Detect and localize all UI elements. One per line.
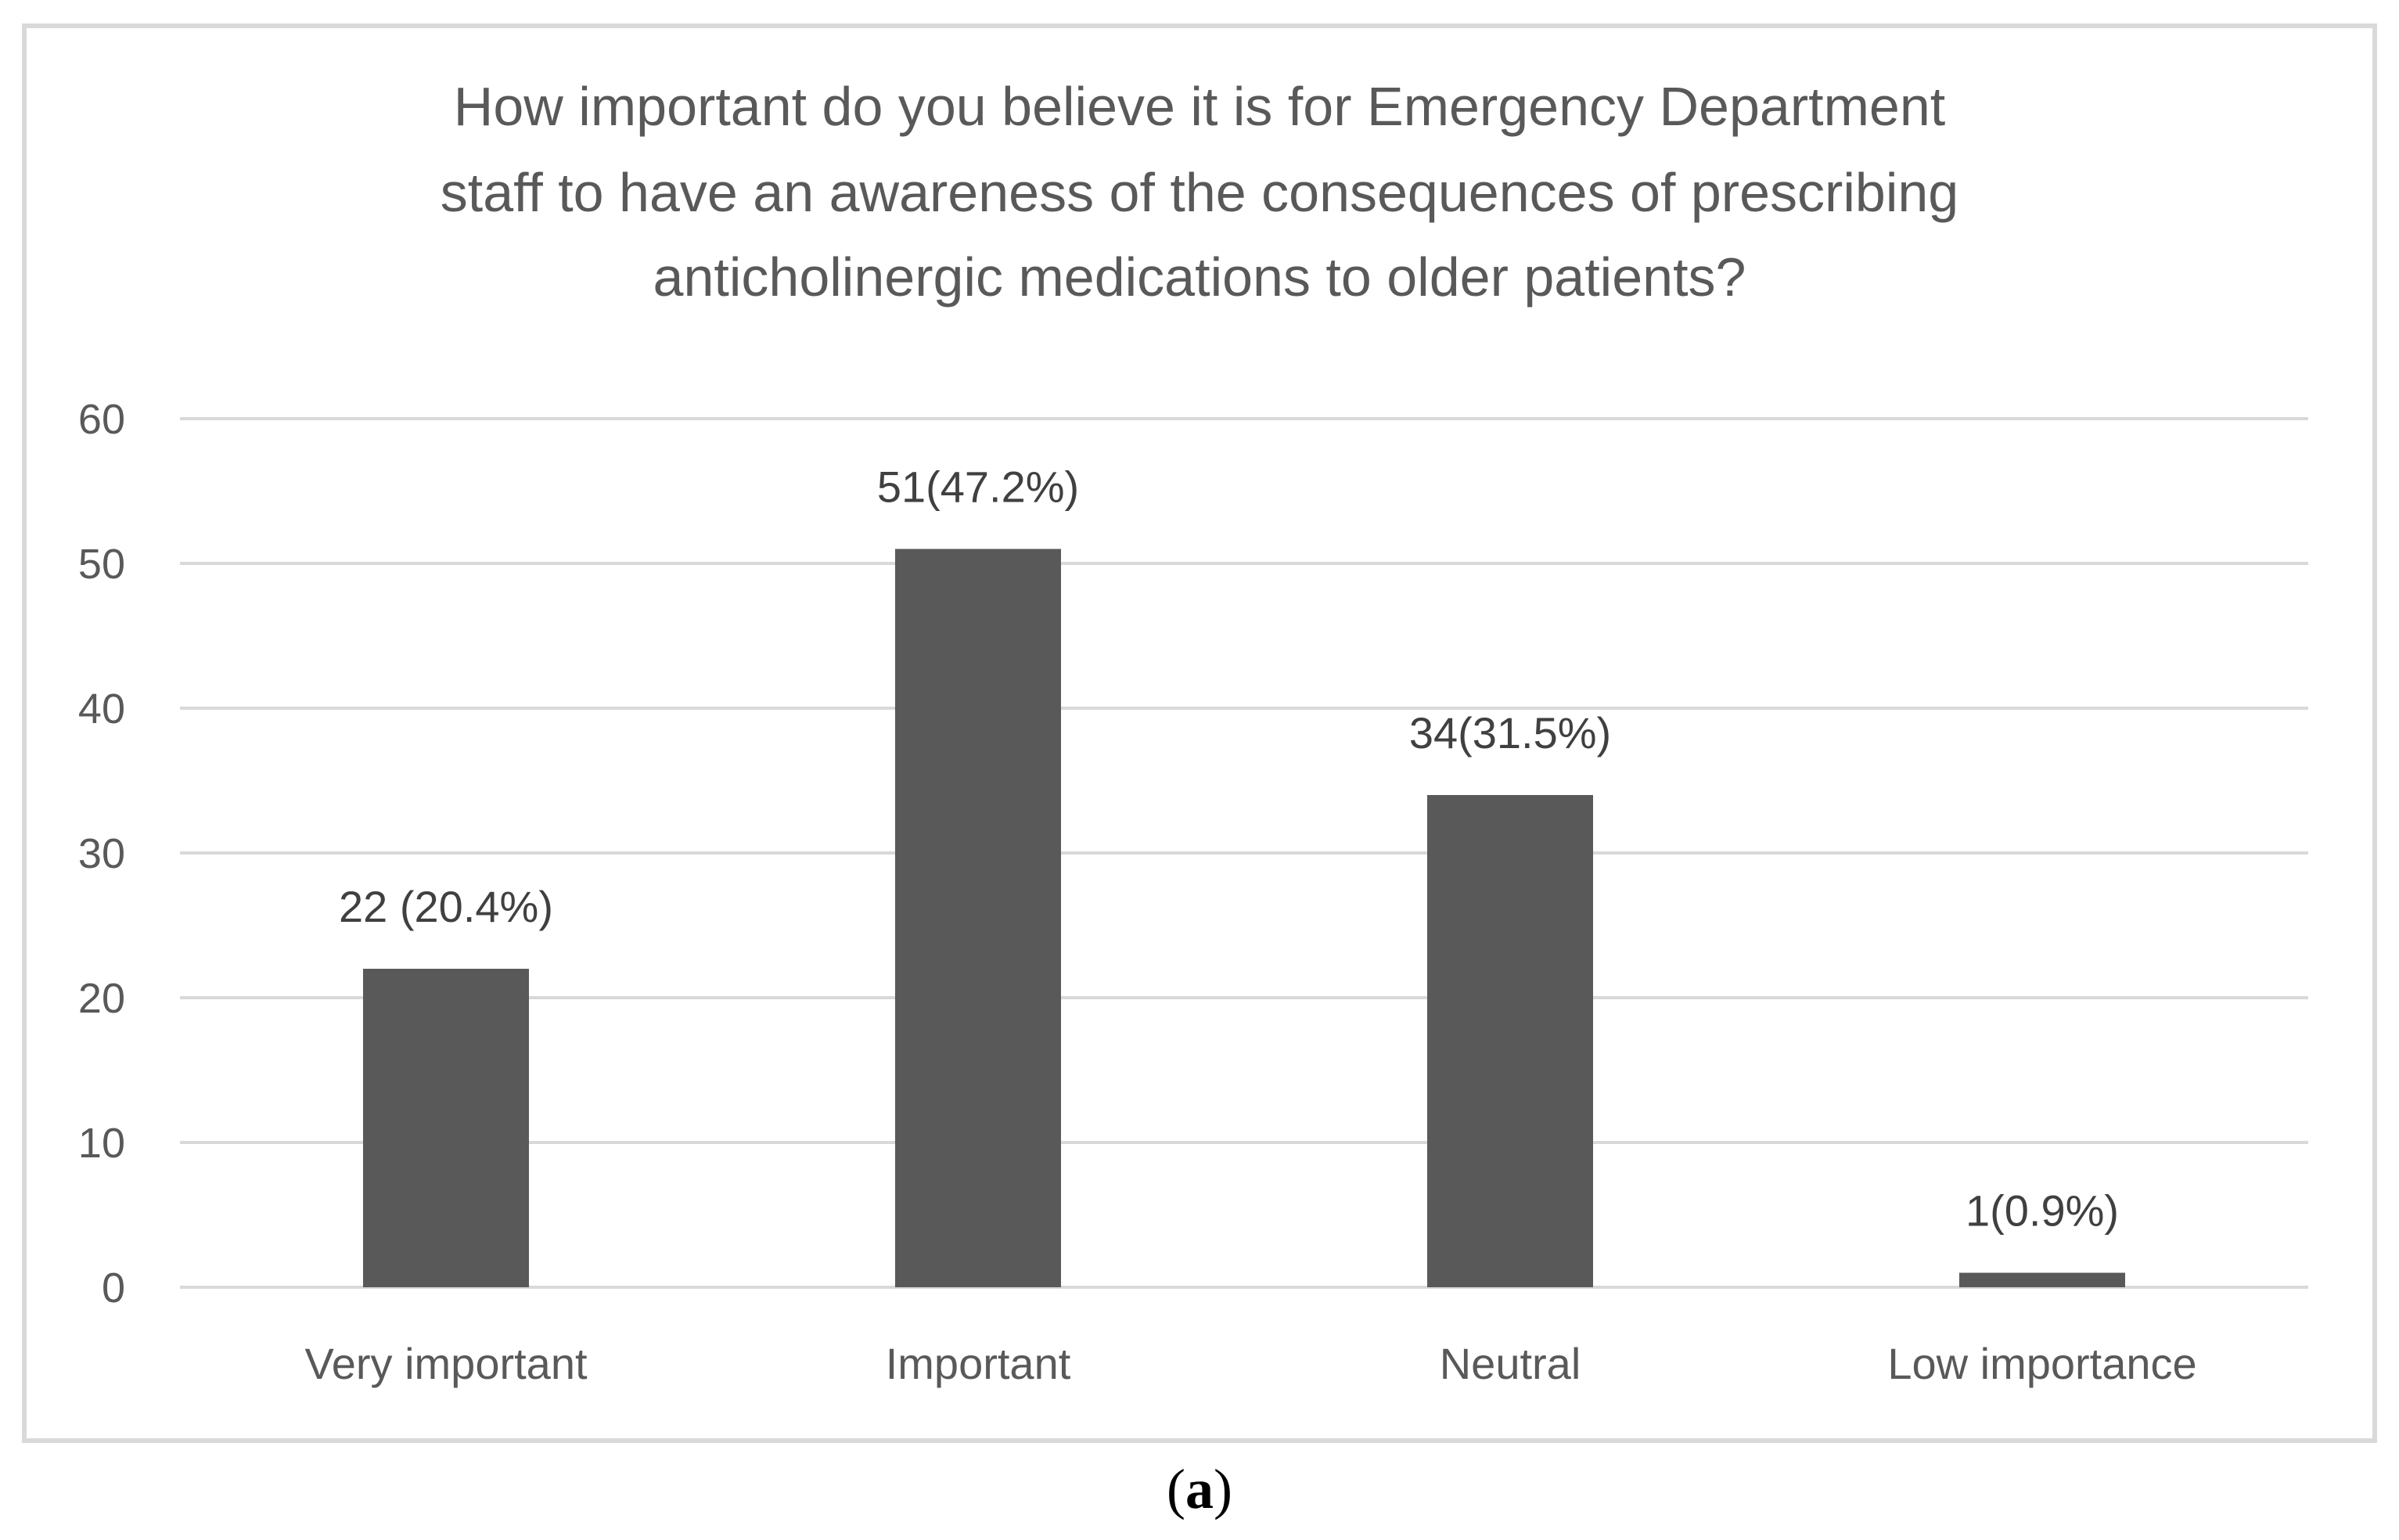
y-tick-label: 40 [78,685,125,732]
caption-letter: a [1185,1458,1214,1520]
chart-title: How important do you believe it is for E… [441,76,1958,308]
y-axis-ticks: 0 10 20 30 40 50 60 [78,396,125,1312]
chart-title-line: How important do you believe it is for E… [454,76,1945,137]
bar [1959,1272,2125,1287]
x-category-label: Very important [304,1339,587,1388]
data-labels: 22 (20.4%) 51(47.2%) 34(31.5%) 1(0.9%) [339,462,2119,1236]
bar [895,549,1061,1287]
x-axis-categories: Very important Important Neutral Low import… [304,1339,2196,1388]
data-label: 34(31.5%) [1409,708,1611,757]
data-label: 22 (20.4%) [339,882,553,931]
bars [363,549,2125,1287]
y-tick-label: 60 [78,396,125,443]
data-label: 1(0.9%) [1966,1186,2119,1236]
y-tick-label: 0 [102,1265,125,1312]
caption-close: ) [1214,1458,1232,1520]
gridlines [180,417,2308,1289]
x-category-label: Low importance [1887,1339,2196,1388]
chart-title-line: staff to have an awareness of the conseq… [441,162,1958,223]
caption-open: ( [1167,1458,1185,1520]
bar [1427,795,1593,1287]
data-label: 51(47.2%) [877,462,1079,512]
chart-title-line: anticholinergic medications to older pat… [653,246,1746,308]
figure-caption: (a) [0,1457,2399,1522]
y-tick-label: 20 [78,975,125,1022]
bar [363,969,529,1287]
x-category-label: Neutral [1440,1339,1581,1388]
y-tick-label: 50 [78,541,125,588]
y-tick-label: 10 [78,1120,125,1167]
x-category-label: Important [886,1339,1071,1388]
y-tick-label: 30 [78,830,125,877]
